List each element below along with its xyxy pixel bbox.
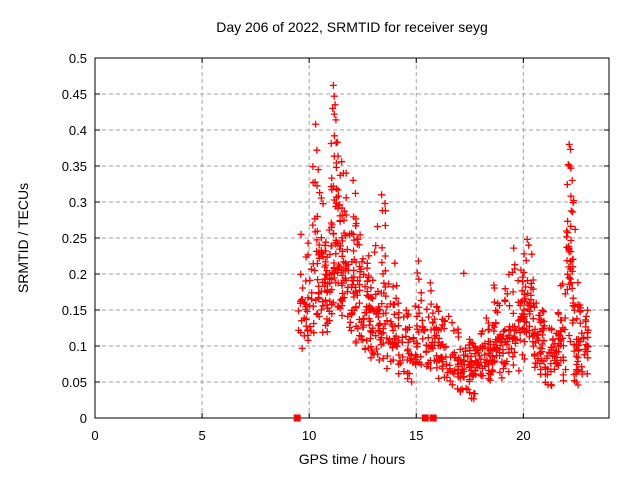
axis-ticks [94,57,609,419]
x-tick-label: 0 [91,428,98,443]
grid-path [95,58,609,418]
y-tick-label: 0.45 [62,87,87,102]
x-axis-label: GPS time / hours [299,451,406,467]
y-tick-label: 0.35 [62,159,87,174]
tick-marks [94,57,609,419]
y-tick-label: 0.3 [69,195,87,210]
y-tick-label: 0.15 [62,303,87,318]
y-tick-label: 0.25 [62,231,87,246]
x-tick-label: 15 [409,428,423,443]
srmtid-plus-markers [295,81,592,403]
x-tick-label: 5 [198,428,205,443]
y-axis-label: SRMTID / TECUs [15,183,31,293]
chart-title: Day 206 of 2022, SRMTID for receiver sey… [216,19,488,35]
zero-flag-square-marker [293,414,301,422]
y-tick-label: 0 [80,411,87,426]
y-tick-label: 0.4 [69,123,87,138]
y-tick-label: 0.1 [69,339,87,354]
zero-flag-square-marker [429,414,437,422]
y-tick-label: 0.2 [69,267,87,282]
y-tick-label: 0.5 [69,51,87,66]
tick-labels: 0 5 10 15 20 0 0.05 0.1 0.15 0.2 0.25 0.3 0.35 0.4 0.4… [62,51,531,443]
gridlines [95,58,609,418]
x-tick-label: 10 [302,428,316,443]
x-tick-label: 20 [516,428,530,443]
zero-flag-square-marker [421,414,429,422]
y-tick-label: 0.05 [62,375,87,390]
scatter-points [293,81,592,422]
